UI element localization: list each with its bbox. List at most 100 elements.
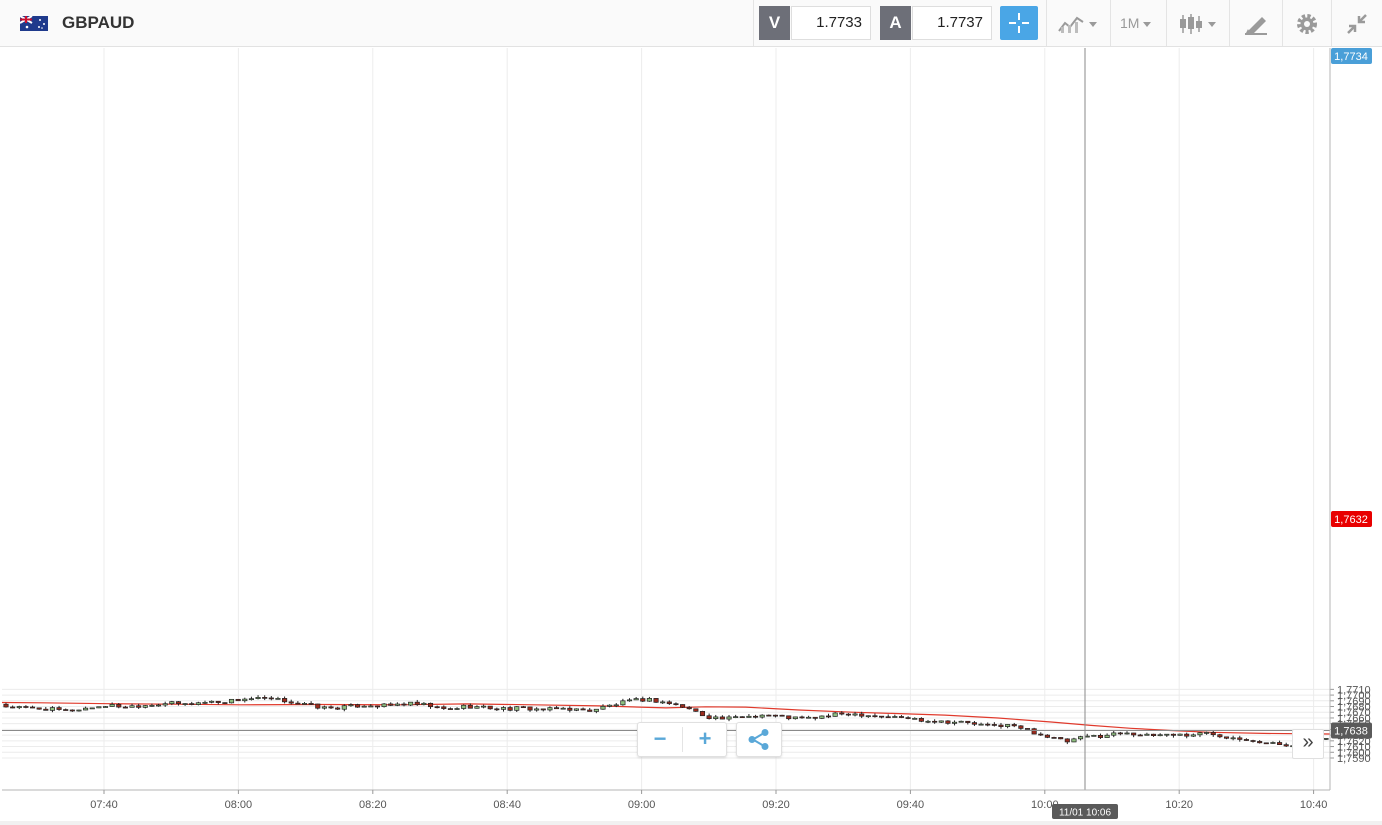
candle (461, 704, 467, 710)
candle-body (255, 697, 261, 700)
toolbar-divider (1331, 0, 1332, 46)
candle (1064, 738, 1070, 745)
ask-price-label: 1,7734 (1331, 48, 1372, 64)
candle (607, 704, 613, 708)
share-button[interactable] (736, 722, 782, 757)
candle-body (958, 720, 964, 723)
candle (759, 714, 765, 719)
timeframe-select[interactable]: 1M (1120, 8, 1152, 38)
candle-body (209, 700, 215, 703)
candle (162, 701, 168, 707)
candle-body (932, 720, 938, 723)
candle-body (374, 705, 381, 708)
crosshair-button[interactable] (1000, 6, 1038, 40)
candle (408, 701, 414, 707)
candle (713, 714, 719, 721)
candle-body (925, 720, 931, 723)
candle-body (1104, 734, 1110, 738)
candle-body (786, 715, 792, 720)
candle (951, 720, 958, 726)
candle (388, 702, 394, 707)
x-tick-label: 10:40 (1300, 799, 1328, 811)
candle-body (63, 709, 69, 711)
candle-body (169, 701, 175, 705)
sell-label[interactable]: V (759, 6, 790, 40)
candle-body (361, 705, 367, 708)
candle (487, 705, 493, 710)
candle (295, 701, 301, 705)
scroll-to-end-button[interactable]: » (1292, 729, 1324, 759)
candle (348, 703, 354, 707)
toolbar-divider (1166, 0, 1167, 46)
candle (262, 695, 268, 701)
candle-body (182, 703, 188, 705)
indicators-button[interactable] (1057, 8, 1097, 38)
candle (222, 702, 228, 705)
candle-body (779, 714, 785, 717)
candle (255, 695, 261, 700)
candle-body (282, 698, 288, 703)
zoom-in-button[interactable]: + (698, 726, 712, 751)
candle-type-button[interactable] (1178, 8, 1216, 38)
candle-body (812, 716, 818, 719)
ma-value-label: 1,7632 (1331, 511, 1372, 527)
share-icon (748, 729, 769, 750)
candle (1124, 731, 1130, 735)
candle (467, 703, 473, 709)
candle (1217, 733, 1223, 739)
candle-body (1117, 732, 1123, 735)
candle-body (1184, 733, 1190, 737)
candle (242, 697, 248, 703)
candle (474, 705, 480, 709)
candle (898, 715, 905, 719)
candle (766, 714, 772, 717)
candle-body (1018, 725, 1024, 729)
candle-body (16, 706, 22, 709)
candle-body (991, 724, 997, 726)
candle (1117, 731, 1123, 736)
candle (832, 712, 838, 717)
candle (1257, 740, 1263, 744)
candle-body (554, 707, 560, 710)
candle-body (912, 717, 918, 720)
candle-body (1058, 737, 1064, 740)
candle-body (268, 697, 274, 700)
candle (1131, 732, 1137, 738)
buy-label[interactable]: A (880, 6, 911, 40)
candle-body (766, 714, 772, 717)
candle-body (938, 720, 944, 723)
candle-body (892, 716, 898, 718)
candle-body (136, 705, 142, 708)
zoom-out-button[interactable]: − (653, 726, 667, 751)
candle (1204, 731, 1210, 735)
candle-body (1250, 740, 1256, 742)
candle (288, 699, 294, 705)
cursor-price-label: 1,7638 (1331, 722, 1372, 739)
candle-body (222, 702, 228, 704)
draw-button[interactable] (1243, 8, 1269, 38)
candle-body (799, 716, 805, 719)
draw-icon (1245, 17, 1267, 36)
candle-body (474, 706, 480, 709)
candle (945, 720, 951, 725)
candle (1024, 728, 1031, 730)
candle-body (693, 708, 699, 712)
candle-body (806, 716, 812, 719)
candle-body (998, 724, 1004, 727)
candle-body (414, 701, 420, 705)
candle (540, 708, 546, 712)
candle (69, 709, 75, 712)
candle-body (23, 706, 29, 708)
candle (1071, 737, 1077, 743)
candle (494, 707, 500, 711)
buy-price[interactable]: 1.7737 (912, 6, 992, 40)
candle-body (640, 698, 646, 702)
candle-body (547, 707, 553, 711)
candle-body (1270, 742, 1276, 744)
candle (96, 706, 102, 709)
sell-price[interactable]: 1.7733 (791, 6, 871, 40)
settings-button[interactable] (1294, 8, 1320, 38)
candle-body (1137, 734, 1143, 737)
collapse-button[interactable] (1344, 8, 1370, 38)
price-chart[interactable]: 1,77101,77001,76901,76801,76701,76601,76… (0, 47, 1382, 821)
